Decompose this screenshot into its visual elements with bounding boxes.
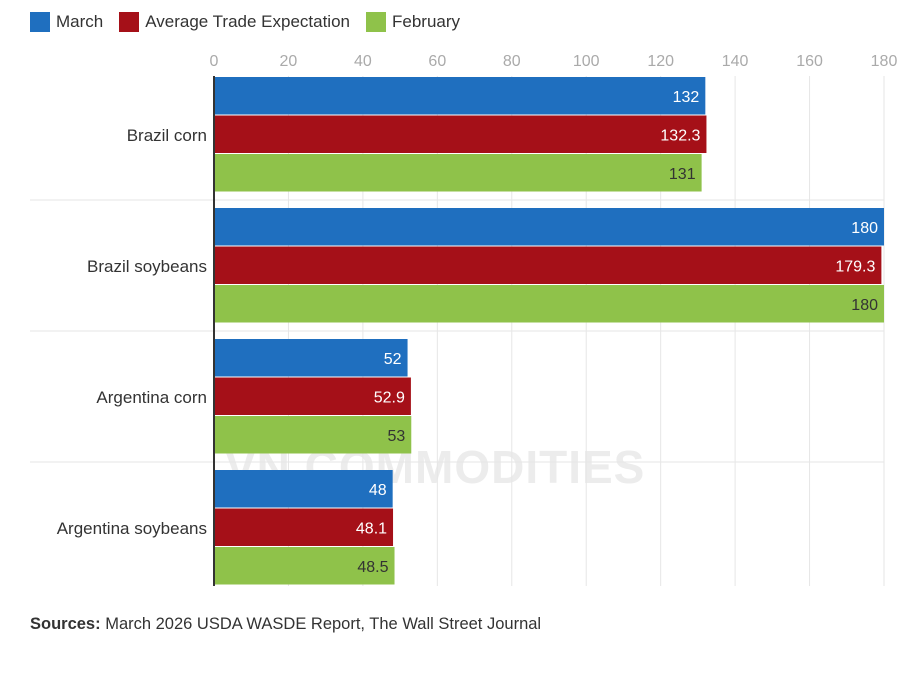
- bar: [214, 246, 882, 284]
- sources-label: Sources:: [30, 615, 101, 633]
- x-tick-label: 40: [354, 53, 372, 70]
- bar-value-label: 48.1: [356, 520, 387, 537]
- bar: [214, 470, 393, 508]
- bar-value-label: 131: [669, 166, 696, 183]
- legend-item-february: February: [366, 12, 460, 32]
- x-tick-label: 160: [796, 53, 823, 70]
- legend-label-march: March: [56, 12, 104, 31]
- bar: [214, 377, 411, 415]
- x-tick-label: 140: [722, 53, 749, 70]
- category-label: Argentina soybeans: [57, 519, 207, 538]
- x-tick-label: 20: [280, 53, 298, 70]
- sources-text: March 2026 USDA WASDE Report, The Wall S…: [100, 615, 542, 633]
- legend: March Average Trade Expectation February: [30, 10, 476, 34]
- x-tick-label: 120: [647, 53, 674, 70]
- bar: [214, 208, 884, 246]
- bar-value-label: 132: [673, 89, 700, 106]
- legend-label-average-trade-expectation: Average Trade Expectation: [145, 12, 350, 31]
- category-label: Brazil soybeans: [87, 257, 207, 276]
- sources-note: Sources: March 2026 USDA WASDE Report, T…: [30, 614, 560, 635]
- bar-value-label: 48: [369, 482, 387, 499]
- x-tick-label: 60: [428, 53, 446, 70]
- bar-chart: 0 20 40 60 80 100 120 140 160 180 132 132.3 131 Brazi…: [30, 53, 898, 586]
- legend-item-average-trade-expectation: Average Trade Expectation: [119, 12, 350, 32]
- bar: [214, 77, 706, 115]
- legend-label-february: February: [392, 12, 461, 31]
- bar: [214, 547, 395, 585]
- legend-swatch-february: [366, 12, 386, 32]
- legend-swatch-march: [30, 12, 50, 32]
- bar: [214, 285, 884, 323]
- bar: [214, 508, 394, 546]
- bar: [214, 154, 702, 192]
- bar-value-label: 53: [387, 428, 405, 445]
- x-tick-label: 80: [503, 53, 521, 70]
- legend-item-march: March: [30, 12, 103, 32]
- category-label: Argentina corn: [96, 388, 207, 407]
- bar: [214, 115, 707, 153]
- bar-value-label: 179.3: [835, 258, 875, 275]
- bar-value-label: 180: [851, 220, 878, 237]
- bar: [214, 416, 412, 454]
- x-tick-label: 180: [871, 53, 898, 70]
- x-tick-label: 0: [210, 53, 219, 70]
- x-tick-label: 100: [573, 53, 600, 70]
- bar-value-label: 48.5: [357, 559, 388, 576]
- bar-value-label: 52: [384, 351, 402, 368]
- bar: [214, 339, 408, 377]
- category-label: Brazil corn: [127, 126, 207, 145]
- bar-value-label: 180: [851, 297, 878, 314]
- bar-value-label: 52.9: [374, 389, 405, 406]
- bar-value-label: 132.3: [660, 127, 700, 144]
- legend-swatch-average-trade-expectation: [119, 12, 140, 32]
